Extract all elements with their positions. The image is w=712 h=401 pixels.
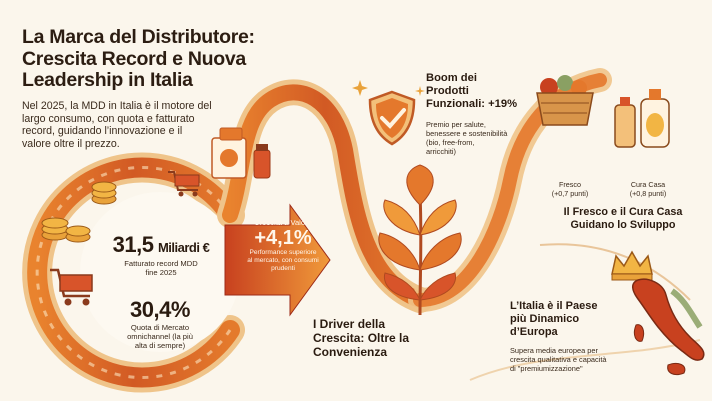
italy-desc-2: crescita qualitativa e capacità: [510, 355, 607, 364]
drivers-title-2: Crescita: Oltre la: [313, 331, 410, 345]
categories-title-2: Guidano lo Sviluppo: [570, 219, 676, 231]
home-care-stat: Cura Casa (+0,8 punti): [618, 180, 678, 198]
italy-map-icon: [632, 278, 705, 376]
drivers-title-3: Convenienza: [313, 345, 388, 359]
revenue-value: 31,5: [112, 232, 154, 257]
products-icon: [211, 127, 271, 179]
cleaning-bottles-icon: [614, 89, 670, 148]
intro-line-2: largo consumo, con quota e fatturato: [22, 112, 195, 125]
market-share-value: 30,4%: [130, 297, 190, 322]
home-care-value: (+0,8 punti): [629, 189, 667, 198]
fresh-value: (+0,7 punti): [551, 189, 589, 198]
functional-desc-2: benessere e sostenibilità: [426, 129, 508, 138]
drivers-title-1: I Driver della: [313, 317, 386, 331]
home-care-label: Cura Casa: [630, 180, 666, 189]
italy-title-3: d’Europa: [510, 326, 558, 338]
revenue-unit: Miliardi €: [157, 240, 210, 255]
revenue-caption-2: fine 2025: [145, 268, 177, 277]
circular-ribbon: [22, 68, 701, 393]
revenue-caption-1: Fatturato record MDD: [124, 259, 198, 268]
vegetable-basket-icon: [536, 75, 594, 126]
italy-title-2: più Dinamico: [510, 313, 580, 325]
growth-label: Crescita a Valore: [254, 218, 312, 227]
fresh-label: Fresco: [559, 180, 581, 189]
growth-caption-1: Performance superiore: [249, 249, 317, 256]
title-line-2: Crescita Record e Nuova: [22, 47, 246, 70]
growth-caption-3: prudenti: [271, 265, 295, 272]
market-share-caption-3: alta di sempre): [134, 341, 186, 350]
italy-desc: Supera media europea per crescita qualit…: [510, 346, 607, 373]
growth-callout: Crescita a Valore +4,1% Performance supe…: [236, 218, 330, 273]
plant-icon: [378, 164, 462, 316]
italy-title: L’Italia è il Paese più Dinamico d’Europ…: [510, 300, 597, 339]
fresh-stat: Fresco (+0,7 punti): [540, 180, 600, 198]
functional-desc-1: Premio per salute,: [426, 120, 486, 129]
title-line-1: La Marca del Distributore:: [22, 26, 255, 48]
intro-line-4: valore oltre il prezzo.: [22, 137, 120, 150]
intro-text: Nel 2025, la MDD in Italia è il motore d…: [22, 100, 237, 150]
page-title: La Marca del Distributore: Crescita Reco…: [22, 26, 312, 92]
drivers-title: I Driver della Crescita: Oltre la Conven…: [313, 317, 409, 359]
functional-title-1: Boom dei: [426, 72, 477, 84]
title-line-3: Leadership in Italia: [22, 69, 193, 91]
intro-line-1: Nel 2025, la MDD in Italia è il motore d…: [22, 100, 212, 112]
market-share-caption-1: Quota di Mercato: [130, 323, 190, 332]
shield-check-icon: [368, 90, 416, 146]
intro-line-3: record, guidando l’innovazione e il: [22, 125, 183, 138]
functional-title: Boom dei Prodotti Funzionali: +19%: [426, 72, 517, 111]
functional-desc-3: (bio, free-from,: [426, 138, 475, 147]
market-share-caption-2: omnichannel (la più: [127, 332, 193, 341]
coins-stack-icon: [91, 181, 117, 205]
cart-top-icon: [168, 171, 200, 197]
functional-title-2: Prodotti: [426, 85, 469, 97]
categories-title-1: Il Fresco e il Cura Casa: [563, 206, 683, 218]
functional-desc: Premio per salute, benessere e sostenibi…: [426, 120, 507, 156]
crown-icon: [611, 250, 653, 281]
shopping-cart-icon: [50, 268, 93, 306]
growth-value: +4,1%: [254, 227, 312, 249]
italy-title-1: L’Italia è il Paese: [510, 300, 598, 312]
functional-desc-4: arricchiti): [426, 147, 456, 156]
categories-title: Il Fresco e il Cura Casa Guidano lo Svil…: [548, 206, 698, 232]
functional-title-3: Funzionali: +19%: [426, 98, 518, 110]
revenue-stat: 31,5 Miliardi € Fatturato record MDD fin…: [86, 232, 236, 277]
sparkle-icon: [352, 80, 425, 96]
growth-arrow: [224, 203, 331, 317]
market-share-stat: 30,4% Quota di Mercato omnichannel (la p…: [98, 297, 222, 350]
growth-caption-2: al mercato, con consumi: [247, 257, 319, 264]
coins-icon: [41, 217, 91, 243]
italy-desc-1: Supera media europea per: [510, 346, 598, 355]
italy-desc-3: di "premiumizzazione": [510, 364, 583, 373]
